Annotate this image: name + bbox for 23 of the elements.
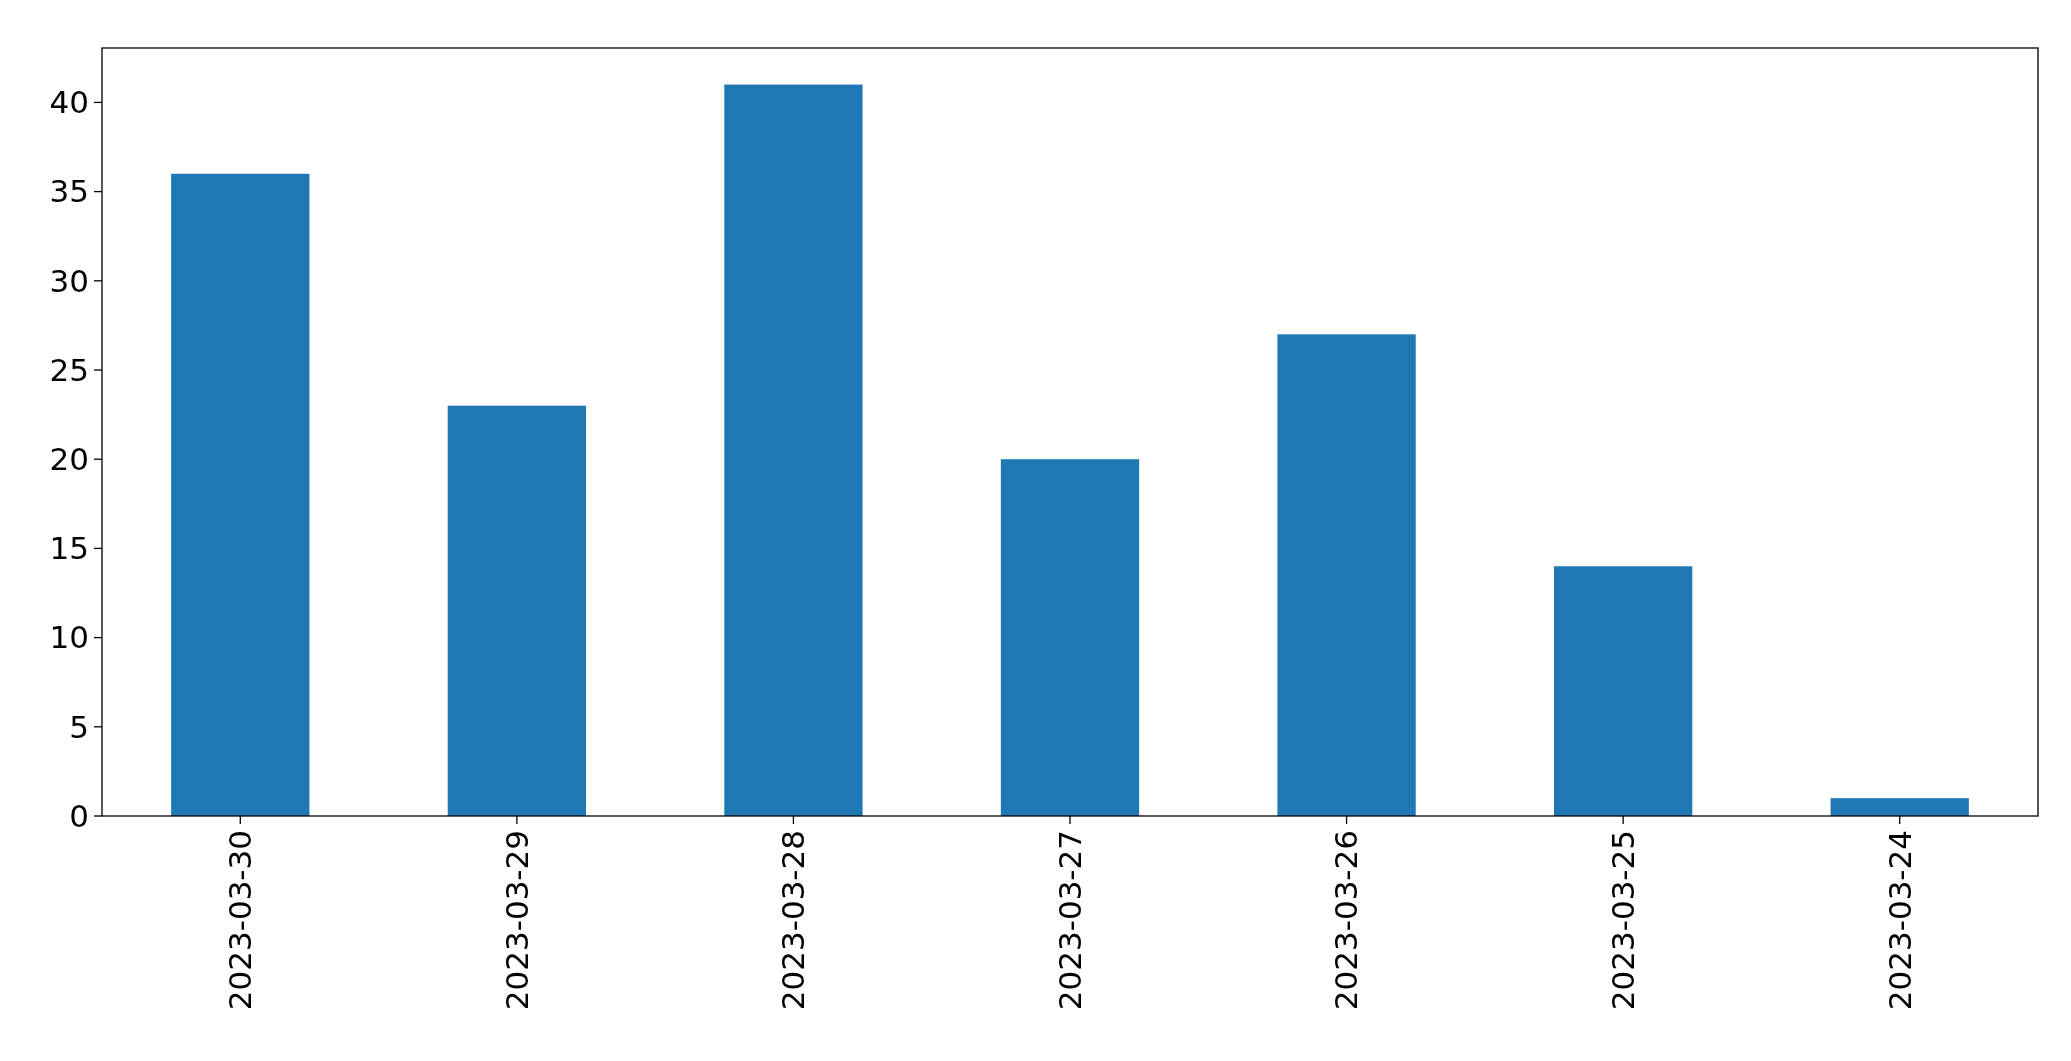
x-tick-label: 2023-03-25: [1604, 830, 1641, 1011]
y-tick-label: 40: [49, 84, 89, 121]
bar: [171, 173, 310, 816]
x-tick-label: 2023-03-30: [222, 830, 259, 1011]
bar: [1830, 798, 1969, 816]
y-tick-label: 35: [49, 173, 89, 210]
y-tick-label: 20: [49, 441, 89, 478]
y-tick-label: 30: [49, 262, 89, 299]
bar: [1277, 334, 1416, 816]
bar: [724, 84, 863, 816]
x-tick-label: 2023-03-27: [1051, 830, 1088, 1011]
x-tick-label: 2023-03-24: [1881, 830, 1918, 1011]
y-tick-label: 0: [69, 797, 89, 834]
bar: [1554, 566, 1693, 816]
bar: [447, 405, 586, 816]
x-tick-label: 2023-03-29: [498, 830, 535, 1011]
y-tick-label: 15: [49, 530, 89, 567]
y-tick-label: 25: [49, 351, 89, 388]
bar: [1000, 459, 1140, 816]
y-tick-label: 5: [69, 708, 89, 745]
x-tick-label: 2023-03-28: [775, 830, 812, 1011]
y-tick-label: 10: [49, 619, 89, 656]
x-tick-label: 2023-03-26: [1328, 830, 1365, 1011]
